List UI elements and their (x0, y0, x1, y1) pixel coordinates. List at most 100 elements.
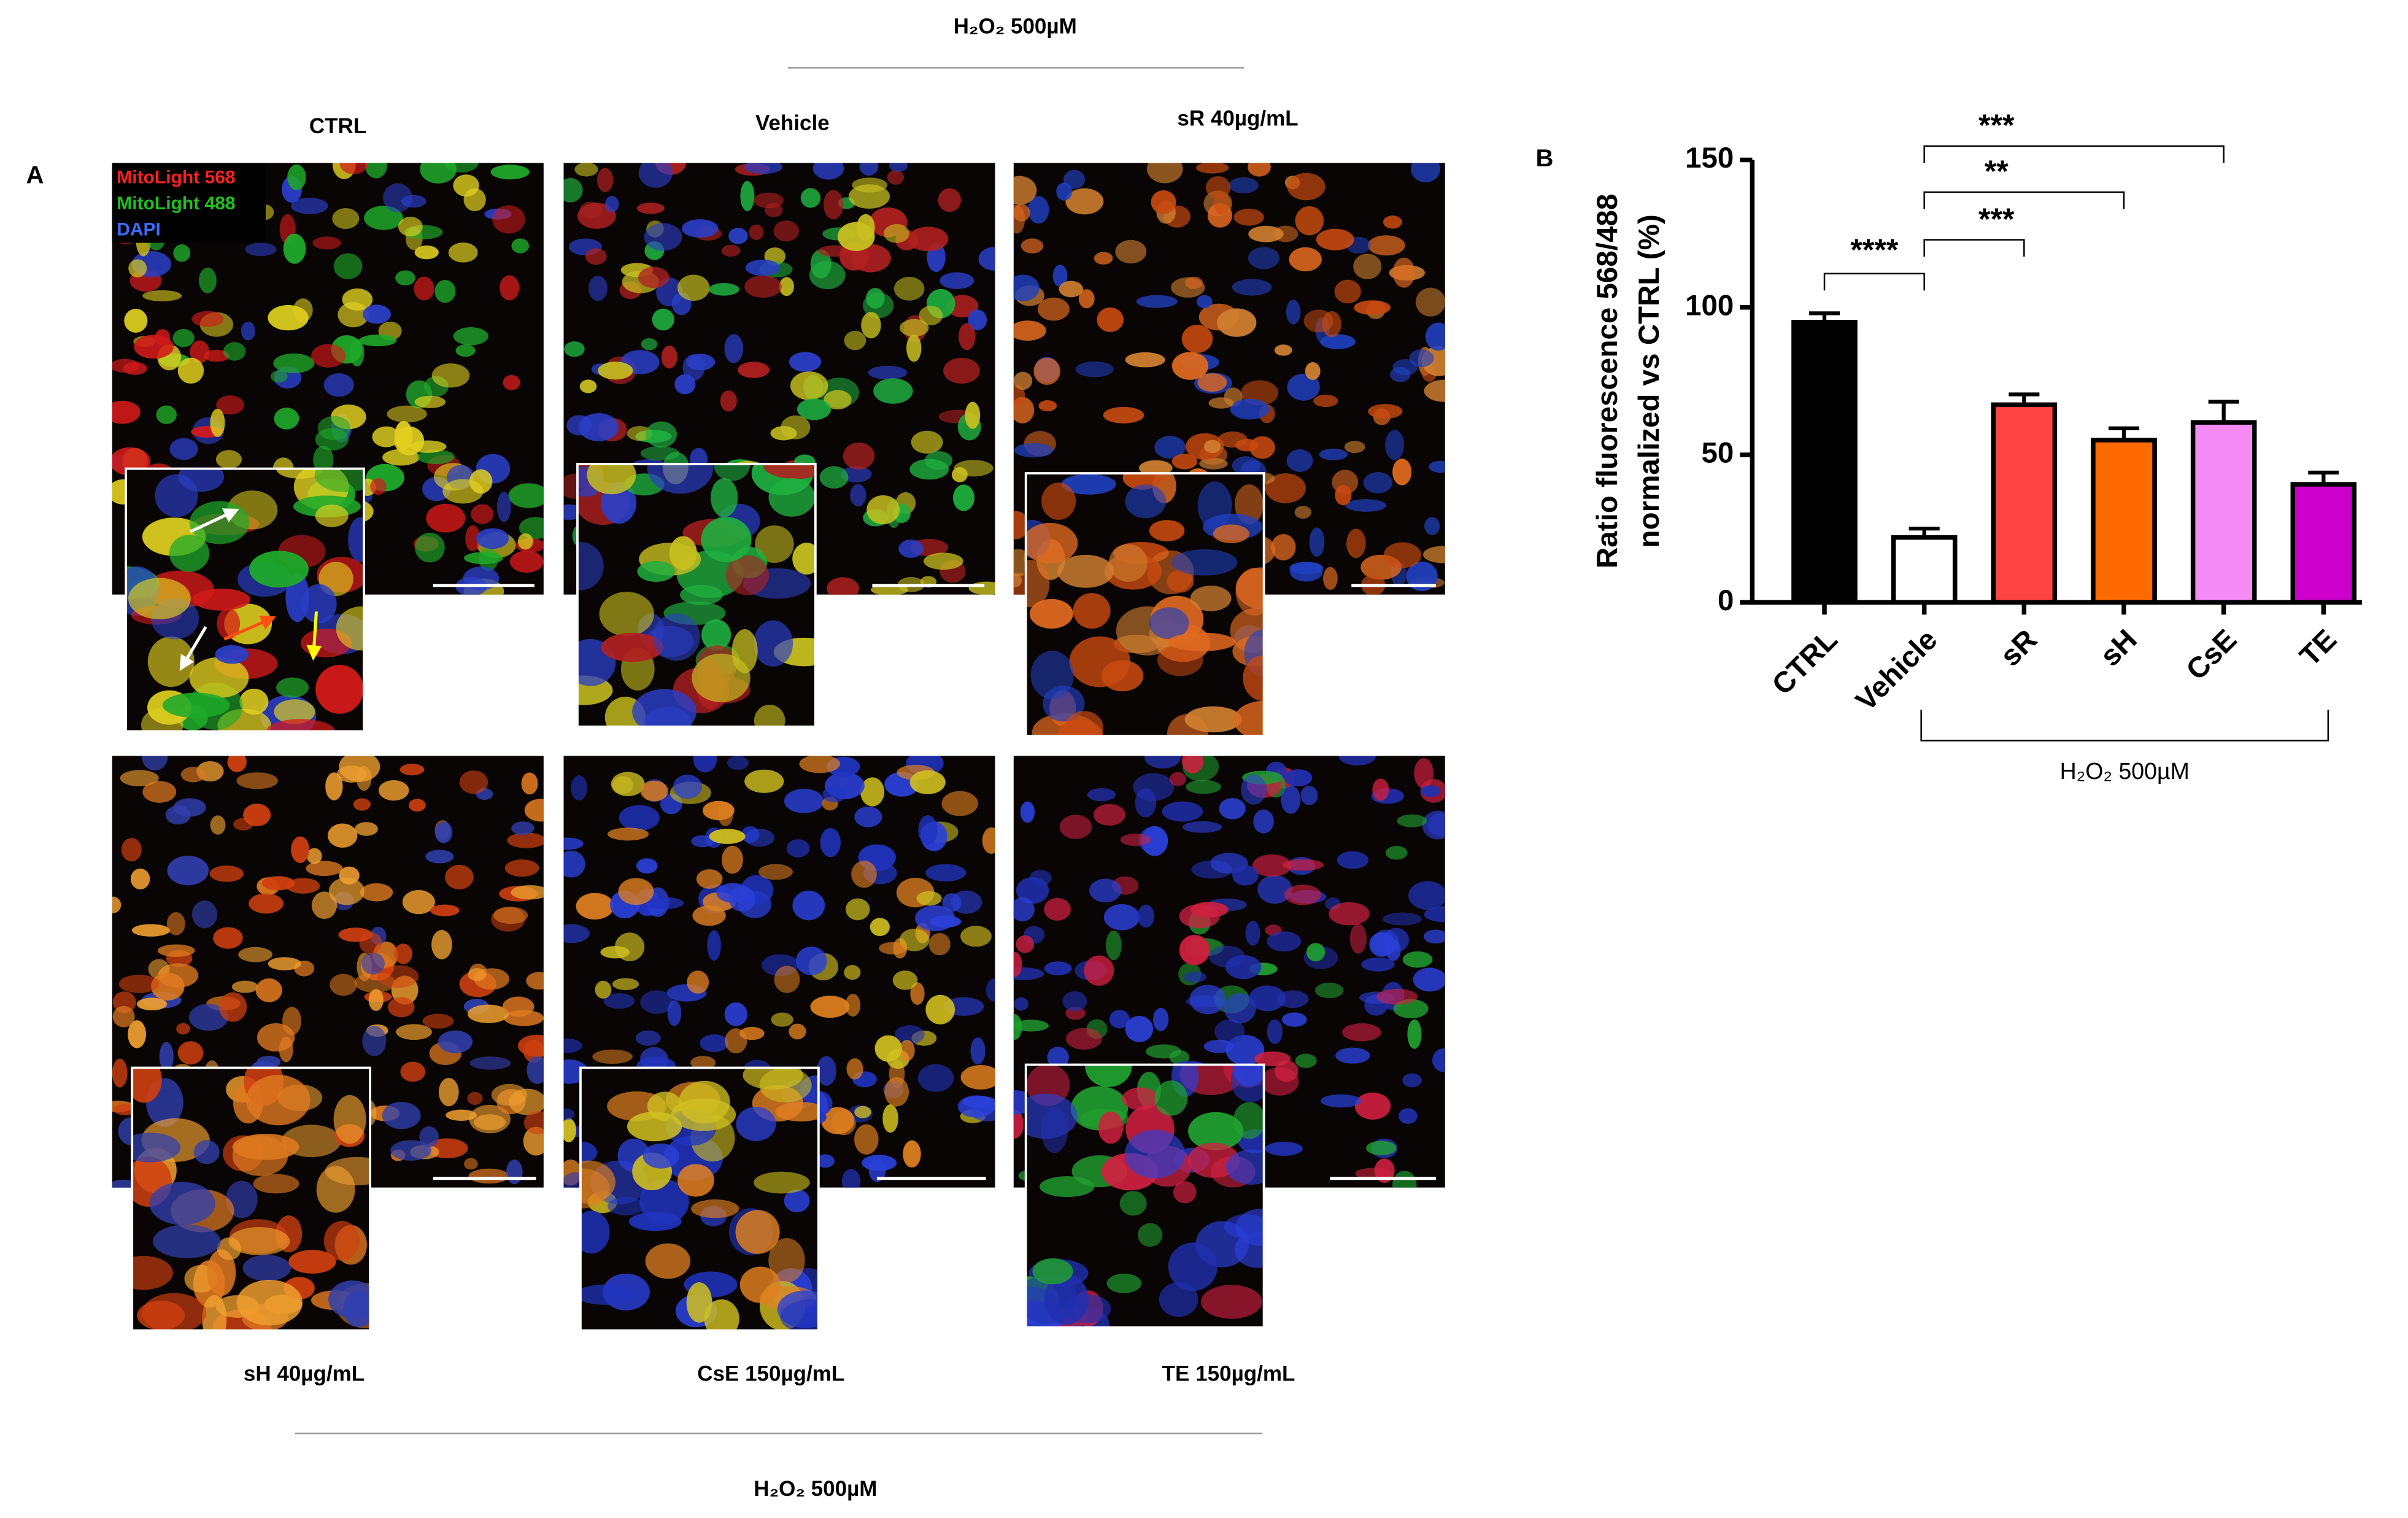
cell (398, 217, 423, 237)
cell (459, 770, 488, 794)
cell (768, 1237, 805, 1283)
cell (608, 827, 649, 841)
cell (268, 957, 301, 970)
cell (725, 1028, 747, 1054)
cell (893, 276, 925, 301)
cell (1133, 773, 1175, 801)
cell (189, 657, 249, 699)
cell (1414, 758, 1434, 789)
cell (239, 688, 269, 715)
cell (1085, 1064, 1132, 1087)
cell (1411, 163, 1441, 183)
cell (1368, 404, 1403, 419)
cell (1392, 1171, 1417, 1188)
cell (943, 357, 980, 384)
cell (640, 990, 674, 1014)
cell (378, 780, 409, 801)
cell (735, 1210, 780, 1254)
cell (238, 947, 272, 962)
cell (1013, 274, 1040, 301)
cell (236, 1280, 303, 1326)
cell (422, 1013, 454, 1029)
cell (970, 1037, 986, 1065)
cell (597, 168, 614, 192)
cell (968, 581, 995, 595)
cell (848, 184, 890, 209)
cell (576, 893, 614, 920)
cell (1181, 324, 1213, 354)
cell (840, 466, 872, 482)
cell (1136, 295, 1178, 308)
cell (823, 190, 844, 220)
cell (1159, 1282, 1198, 1317)
cell (274, 408, 299, 430)
cell (363, 304, 392, 324)
column-title: sR 40µg/mL (1177, 107, 1298, 131)
cell (1306, 943, 1326, 962)
cell (1385, 846, 1408, 860)
cell (1363, 472, 1392, 494)
cell (725, 555, 769, 595)
cell (641, 338, 658, 350)
cell (1241, 774, 1267, 805)
cell (601, 632, 664, 662)
cell (245, 242, 277, 257)
arrow (306, 611, 322, 661)
cell (1385, 430, 1405, 460)
cell (507, 832, 544, 848)
significance-bracket (1923, 239, 2025, 257)
cell (112, 896, 122, 913)
cell (860, 777, 885, 807)
cell (1184, 706, 1242, 733)
cell (396, 1024, 432, 1040)
cell (701, 619, 731, 651)
cell (884, 1077, 909, 1107)
cell (598, 362, 633, 380)
bar (1891, 535, 1958, 605)
cell (643, 897, 684, 910)
cell (563, 837, 584, 850)
cell (1033, 357, 1061, 385)
cell (646, 421, 677, 448)
cell (165, 805, 191, 825)
x-tick-label: CsE (2180, 623, 2244, 686)
cell (1041, 1106, 1068, 1153)
cell (1115, 239, 1147, 264)
cell (1329, 902, 1370, 926)
cell (128, 259, 147, 277)
cell (236, 772, 278, 789)
cell (1225, 955, 1262, 980)
cell (383, 183, 413, 212)
cell (273, 353, 315, 373)
cell (293, 298, 313, 322)
cell (647, 464, 714, 494)
cell (854, 806, 882, 827)
cell (799, 756, 840, 773)
cell (1284, 769, 1313, 787)
cell (469, 1056, 511, 1070)
cell (1305, 362, 1321, 381)
cell (446, 1109, 477, 1121)
cell (1196, 163, 1229, 174)
cell (924, 451, 953, 470)
cell (1089, 878, 1122, 903)
cell (1249, 436, 1275, 459)
cell (325, 772, 343, 800)
cell (467, 1091, 483, 1105)
cell (563, 1118, 576, 1143)
cell (306, 861, 343, 877)
cell (1154, 436, 1186, 459)
cell (506, 1160, 523, 1185)
cell (1013, 371, 1033, 390)
cell (854, 1124, 879, 1155)
cell (189, 501, 250, 544)
cell (1139, 460, 1173, 476)
cell (595, 980, 612, 999)
cell (1153, 1007, 1169, 1031)
cell (817, 245, 852, 257)
cell (789, 1023, 806, 1040)
cell (908, 227, 949, 252)
cell (1041, 482, 1076, 520)
cell (704, 1299, 739, 1331)
cell (1201, 1285, 1262, 1319)
